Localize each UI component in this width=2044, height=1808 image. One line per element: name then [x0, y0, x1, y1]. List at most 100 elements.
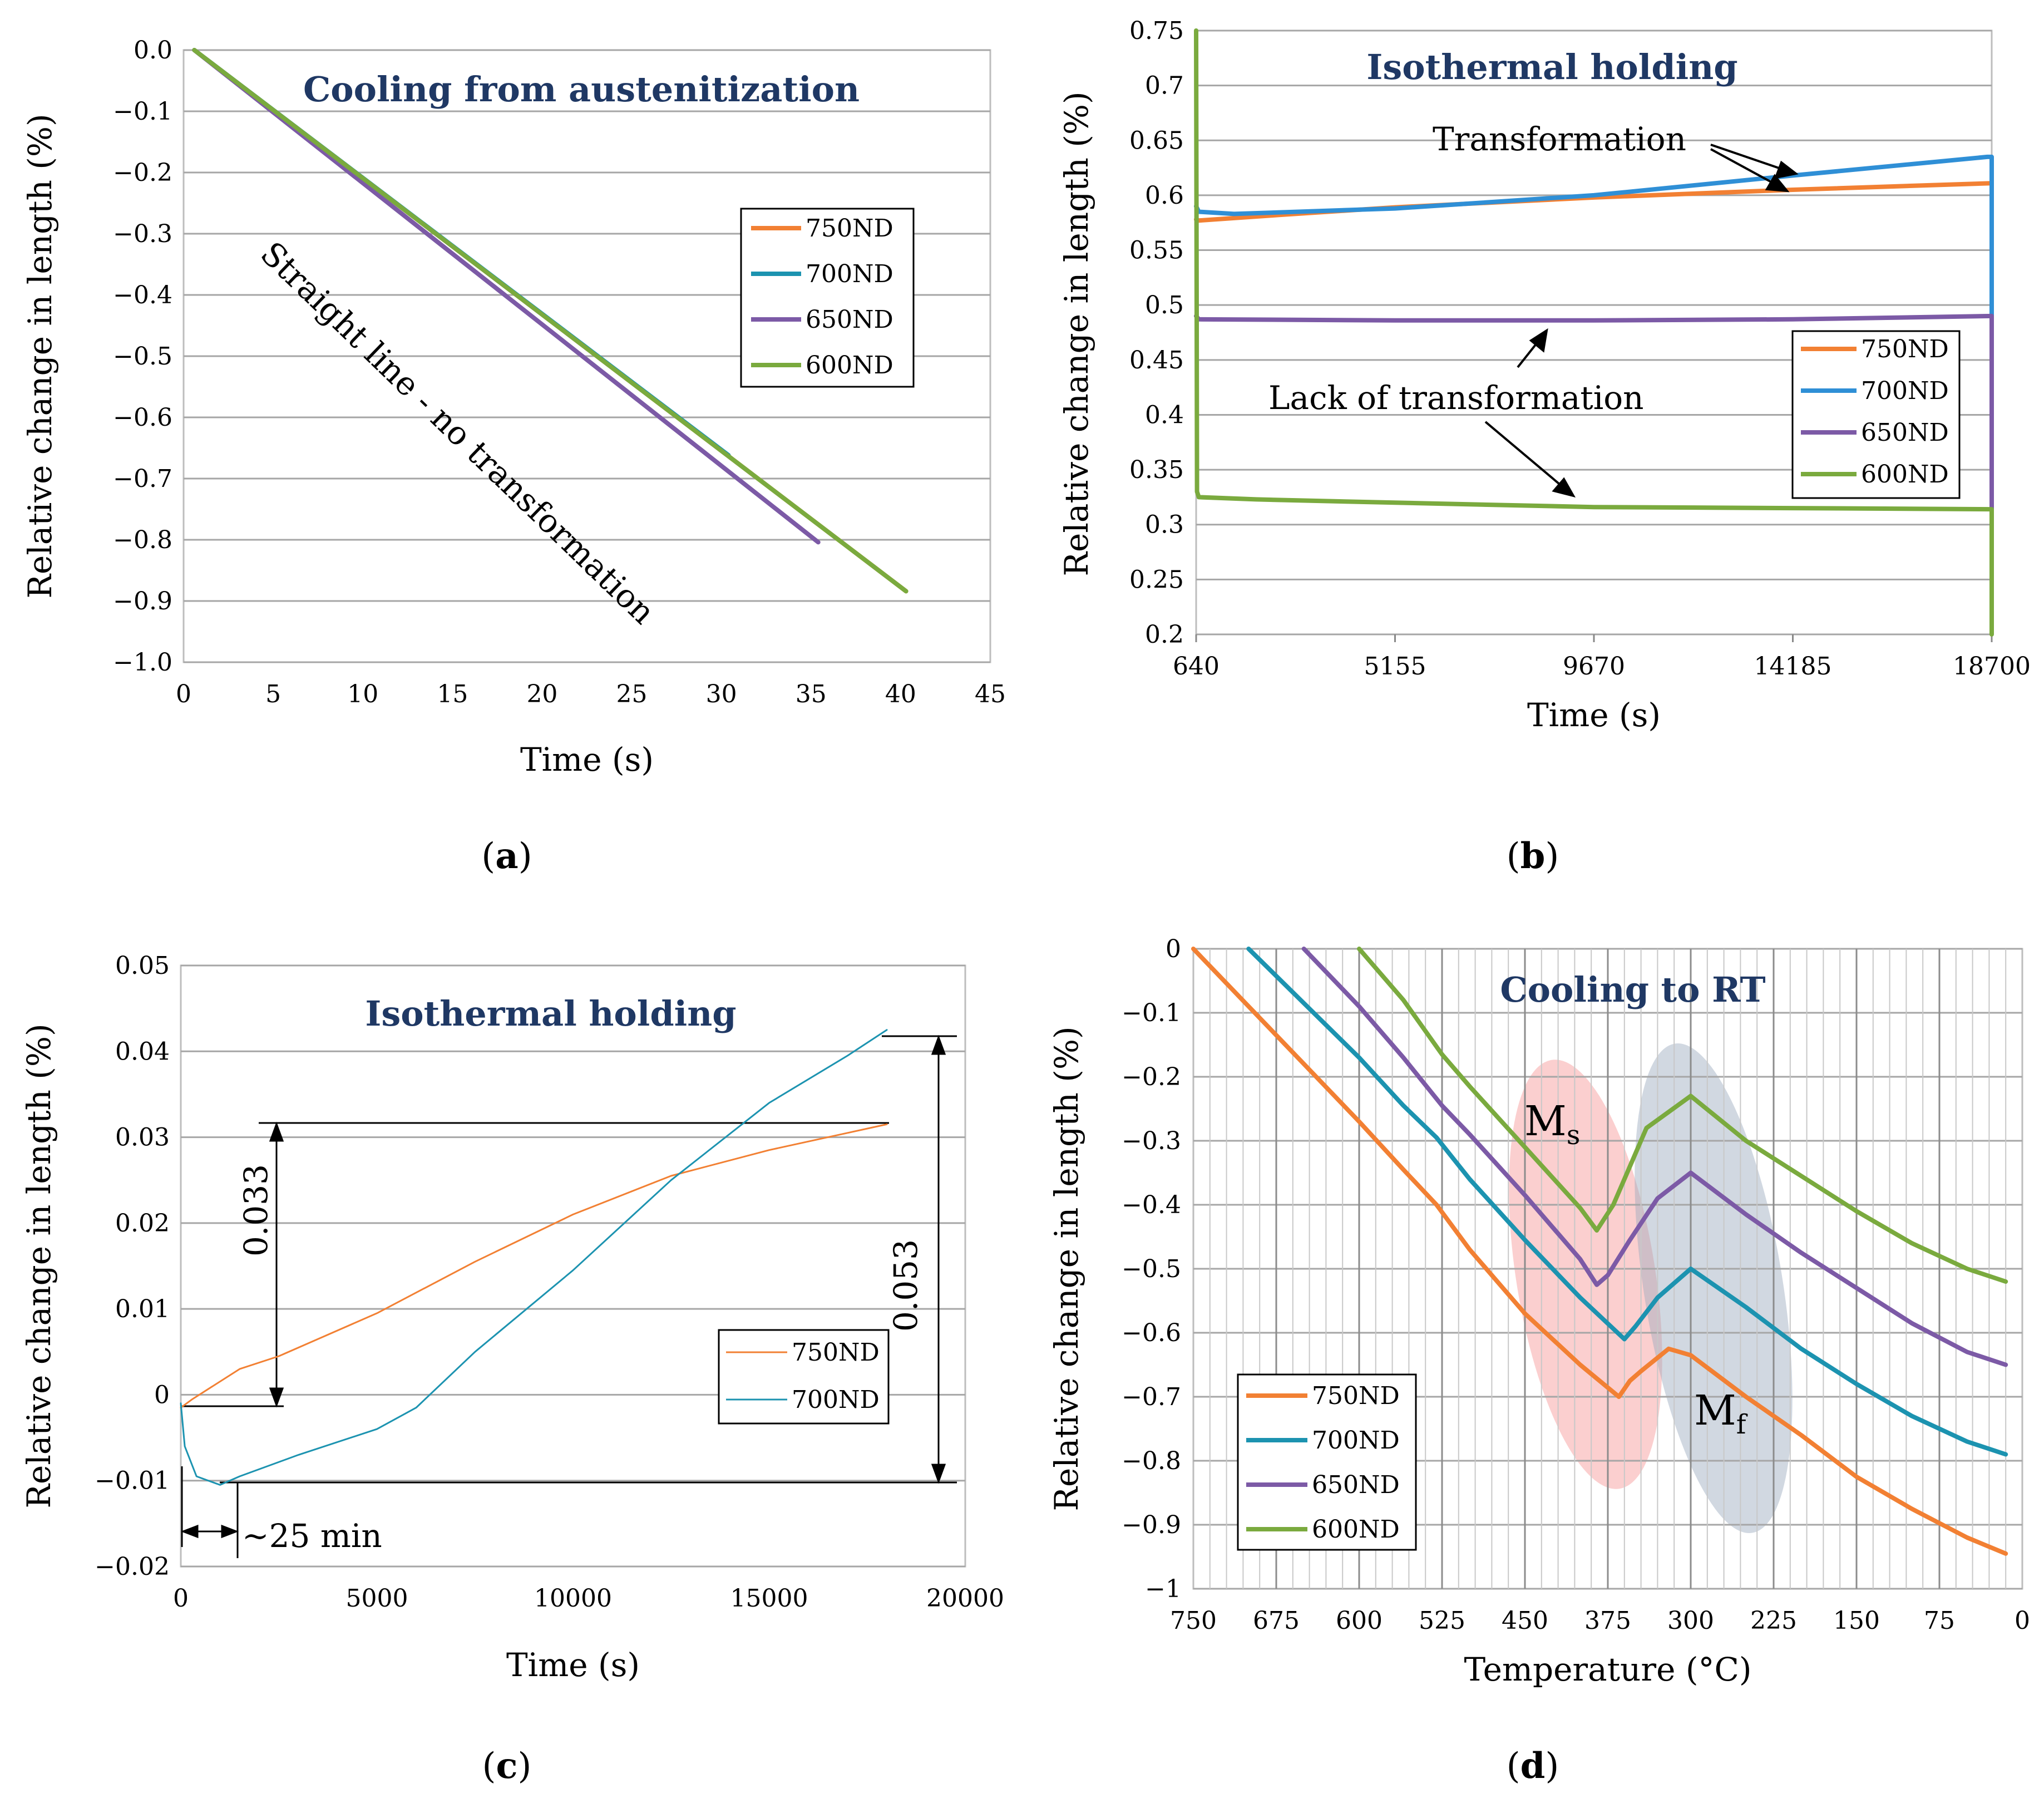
legend-label-b-700ND: 700ND [1861, 377, 1949, 405]
legend-b: 750ND 700ND 650ND 600ND [1801, 335, 1949, 489]
annotation-mf-main: M [1694, 1387, 1736, 1435]
legend-label-a-750ND: 750ND [806, 214, 893, 243]
arrowhead-25min-left [180, 1524, 199, 1539]
annotation-arrows-b [1484, 144, 1799, 498]
y-tick-label-a-4: −0.4 [113, 281, 172, 309]
legend-label-d-650ND: 650ND [1312, 1471, 1400, 1499]
series-a [192, 48, 909, 594]
legend-label-d-750ND: 750ND [1312, 1382, 1400, 1410]
y-tick-label-d-9: −0.9 [1122, 1511, 1181, 1539]
annotation-ms-sub: s [1567, 1120, 1581, 1151]
series-line-d-700ND [1246, 947, 2008, 1457]
series-line-d-750ND [1191, 947, 2008, 1556]
x-tick-label-c-0: 0 [173, 1584, 189, 1613]
x-tick-label-c-2: 10000 [534, 1584, 612, 1613]
annotation-0033: 0.033 [237, 1164, 275, 1257]
legend-label-b-600ND: 600ND [1861, 460, 1949, 489]
annotation-mf: Mf [1694, 1387, 1748, 1440]
x-tick-label-a-8: 40 [885, 680, 916, 708]
arrowhead-25min-right [221, 1524, 239, 1539]
series-line-a-650ND [192, 48, 821, 545]
annotation-25min: ~25 min [242, 1517, 382, 1555]
y-tick-label-b-2: 0.65 [1129, 126, 1184, 155]
x-tick-label-a-3: 15 [437, 680, 468, 708]
y-tick-label-b-0: 0.75 [1129, 17, 1184, 45]
annotation-ms: Ms [1524, 1097, 1580, 1151]
arrowhead-lack-2 [1552, 477, 1576, 498]
x-tick-label-b-2: 9670 [1563, 652, 1625, 681]
x-axis-label-a: Time (s) [520, 741, 654, 779]
arrow-transformation-2 [1710, 148, 1781, 188]
y-tick-label-d-1: −0.1 [1122, 999, 1181, 1027]
y-tick-label-a-3: −0.3 [113, 220, 172, 248]
legend-label-a-600ND: 600ND [806, 351, 893, 380]
y-tick-label-a-8: −0.8 [113, 526, 172, 554]
series-line-b-750ND [1194, 181, 1994, 223]
series-b [1194, 28, 1994, 637]
y-tick-label-d-8: −0.8 [1122, 1447, 1181, 1475]
annotation-lack-of-transformation: Lack of transformation [1268, 379, 1644, 417]
annotation-ms-main: M [1524, 1097, 1567, 1145]
y-tick-label-b-11: 0.2 [1145, 620, 1184, 649]
y-tick-label-a-10: −1.0 [113, 648, 172, 677]
legend-c-box [718, 1329, 890, 1425]
y-tick-label-b-6: 0.45 [1129, 346, 1184, 375]
x-tick-label-d-4: 450 [1502, 1607, 1548, 1635]
legend-label-b-750ND: 750ND [1861, 335, 1949, 363]
arrow-lack-2 [1484, 421, 1567, 491]
arrowhead-transformation-1 [1774, 160, 1799, 179]
x-tick-label-a-1: 5 [265, 680, 281, 708]
legend-a-box [740, 208, 915, 388]
series-line-c-700ND [180, 1029, 888, 1486]
y-tick-label-b-7: 0.4 [1145, 401, 1184, 429]
chart-b: 0.75 0.7 0.65 0.6 0.55 0.5 0.45 0.4 0.35 0.3 0.25 0… [1058, 17, 2031, 877]
arrowhead-lack-1 [1529, 328, 1548, 353]
x-tick-label-a-7: 35 [796, 680, 827, 708]
legend-label-c-750ND: 750ND [792, 1338, 880, 1367]
grid-d [1193, 948, 2022, 1590]
x-tick-label-a-0: 0 [176, 680, 191, 708]
x-tick-label-d-6: 300 [1667, 1607, 1714, 1635]
y-tick-label-d-3: −0.3 [1122, 1127, 1181, 1155]
x-tick-label-d-2: 600 [1336, 1607, 1383, 1635]
series-line-d-600ND [1357, 947, 2008, 1284]
x-tick-label-b-0: 640 [1173, 652, 1220, 681]
x-tick-label-d-0: 750 [1170, 1607, 1217, 1635]
x-tick-label-d-3: 525 [1419, 1607, 1465, 1635]
legend-d-box [1237, 1373, 1417, 1551]
x-tick-label-b-4: 18700 [1953, 652, 2031, 681]
annotation-mf-sub: f [1736, 1409, 1748, 1440]
y-tick-label-c-2: 0.03 [115, 1124, 170, 1152]
arrowhead-transformation-2 [1765, 174, 1790, 193]
y-ticks-c: 0.05 0.04 0.03 0.02 0.01 0 −0.01 −0.02 [95, 952, 170, 1581]
legend-label-c-700ND: 700ND [792, 1386, 880, 1414]
dimension-lines-c [180, 1034, 957, 1558]
legend-label-d-600ND: 600ND [1312, 1515, 1400, 1544]
x-tick-label-a-4: 20 [526, 680, 557, 708]
y-tick-label-a-6: −0.6 [113, 403, 172, 432]
y-tick-label-d-5: −0.5 [1122, 1255, 1181, 1283]
chart-d-title: Cooling to RT [1500, 969, 1765, 1010]
legend-label-a-650ND: 650ND [806, 306, 893, 334]
x-axis-label-c: Time (s) [506, 1646, 640, 1684]
y-tick-label-a-5: −0.5 [113, 342, 172, 371]
x-ticks-c: 0 5000 10000 15000 20000 [173, 1584, 1004, 1613]
x-tick-label-c-3: 15000 [730, 1584, 808, 1613]
y-tick-label-b-5: 0.5 [1145, 291, 1184, 319]
x-tick-label-b-3: 14185 [1754, 652, 1832, 681]
x-ticks-b: 640 5155 9670 14185 18700 [1173, 634, 2031, 681]
y-tick-label-b-9: 0.3 [1145, 511, 1184, 539]
panel-label-d: (d) [1507, 1745, 1559, 1787]
x-axis-label-d: Temperature (°C) [1464, 1651, 1751, 1688]
x-tick-label-d-10: 0 [2015, 1607, 2030, 1635]
x-tick-label-c-4: 20000 [926, 1584, 1004, 1613]
annotation-transformation: Transformation [1433, 120, 1686, 158]
y-ticks-b: 0.75 0.7 0.65 0.6 0.55 0.5 0.45 0.4 0.35 0.3 0.25 0… [1129, 17, 1184, 649]
y-tick-label-a-7: −0.7 [113, 465, 172, 493]
chart-a-title: Cooling from austenitization [303, 69, 860, 110]
panel-label-c: (c) [482, 1745, 532, 1787]
legend-label-b-650ND: 650ND [1861, 418, 1949, 447]
y-tick-label-c-0: 0.05 [115, 952, 170, 980]
y-tick-label-c-5: 0 [154, 1381, 170, 1409]
chart-d: 0−0.1−0.2−0.3−0.4−0.5−0.6−0.7−0.8−0.9−1 … [1048, 935, 2030, 1787]
